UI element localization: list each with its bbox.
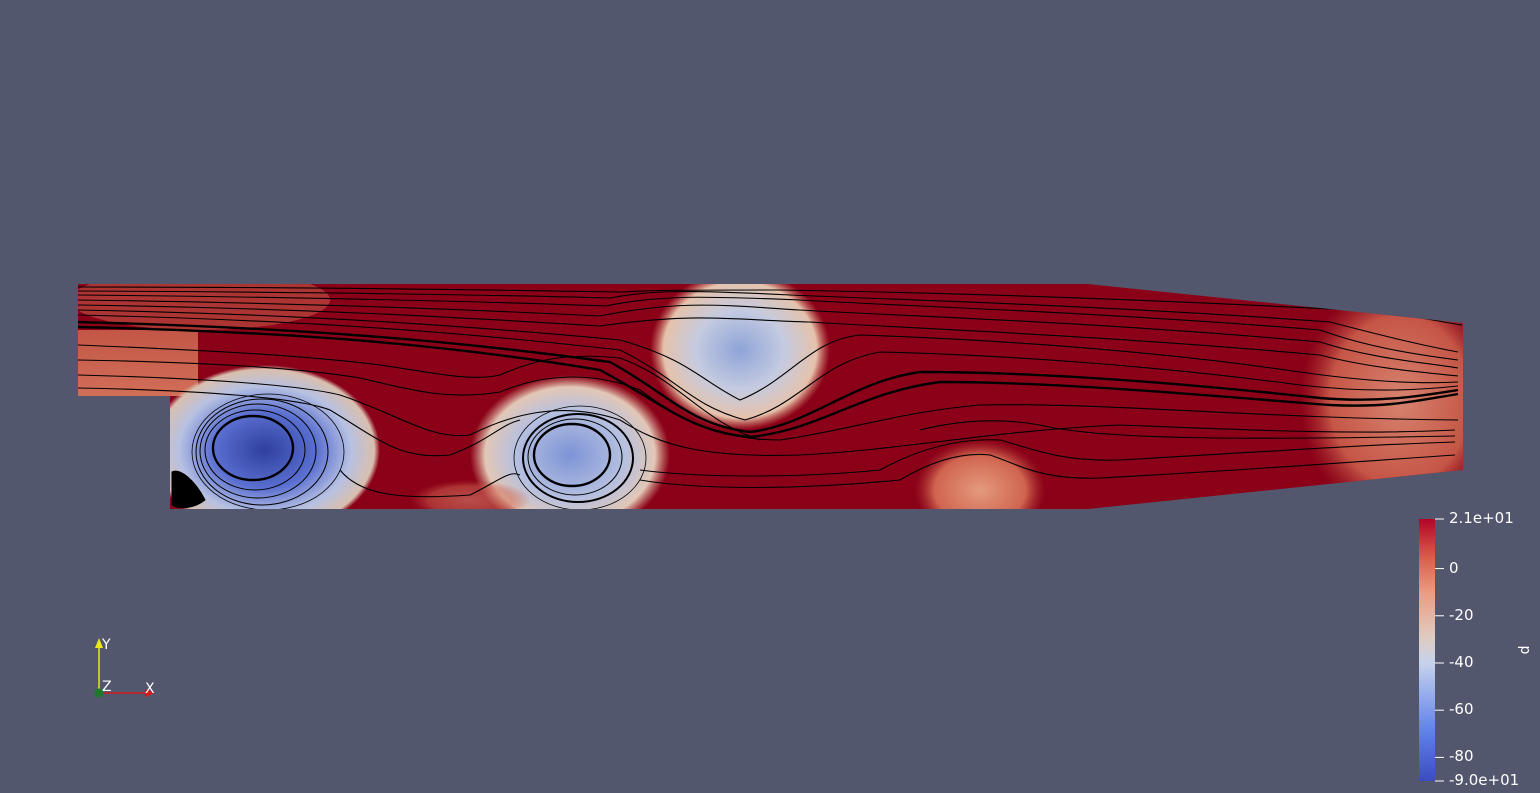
colorbar-tick-label: -40 bbox=[1449, 652, 1474, 671]
streamline bbox=[339, 469, 521, 498]
streamline bbox=[78, 290, 1459, 353]
vortex-loop bbox=[522, 413, 634, 503]
vortex-loop bbox=[195, 398, 329, 506]
streamline bbox=[78, 320, 1459, 434]
colorbar-tick-label: -60 bbox=[1449, 700, 1474, 719]
streamline bbox=[78, 299, 1459, 369]
vortex-loops bbox=[171, 393, 647, 509]
streamlines bbox=[78, 286, 1463, 498]
streamline bbox=[639, 439, 1456, 477]
streamline bbox=[78, 325, 1459, 439]
streamline bbox=[78, 304, 1459, 377]
z-axis-label: Z bbox=[102, 679, 112, 695]
y-axis-arrow bbox=[95, 638, 103, 648]
colorbar-ticks bbox=[1435, 518, 1444, 782]
streamline bbox=[78, 314, 1459, 421]
streamline bbox=[78, 387, 521, 457]
colorbar-tick-label: -80 bbox=[1449, 747, 1474, 766]
colorbar-tick-label: 0 bbox=[1449, 558, 1459, 577]
orientation-axes bbox=[94, 638, 155, 698]
streamline bbox=[78, 359, 1459, 441]
corner-vortex bbox=[171, 470, 206, 509]
vortex-loop bbox=[199, 403, 317, 499]
streamline bbox=[639, 453, 1456, 489]
colorbar-gradient bbox=[1419, 519, 1435, 781]
streamline bbox=[78, 374, 1456, 456]
vortex-loop bbox=[527, 418, 623, 496]
y-axis-label: Y bbox=[102, 637, 111, 653]
colorbar-tick-label: -9.0e+01 bbox=[1449, 771, 1520, 789]
streamline bbox=[919, 420, 1456, 439]
streamline bbox=[78, 344, 761, 441]
x-axis-label: X bbox=[145, 681, 155, 697]
colorbar bbox=[1419, 518, 1444, 782]
vortex-loop bbox=[532, 422, 612, 488]
colorbar-tick-label: -20 bbox=[1449, 605, 1474, 624]
colorbar-tick-label: 2.1e+01 bbox=[1449, 509, 1514, 527]
streamline bbox=[78, 309, 1459, 401]
streamline bbox=[78, 294, 1459, 361]
vortex-loop bbox=[211, 414, 295, 482]
x-axis-arrow bbox=[145, 689, 155, 697]
z-axis-dot bbox=[94, 688, 104, 698]
vortex-loop bbox=[191, 393, 345, 509]
colorbar-title: p bbox=[1517, 645, 1533, 655]
vortex-loop bbox=[204, 409, 306, 491]
vortex-loop bbox=[513, 405, 647, 509]
